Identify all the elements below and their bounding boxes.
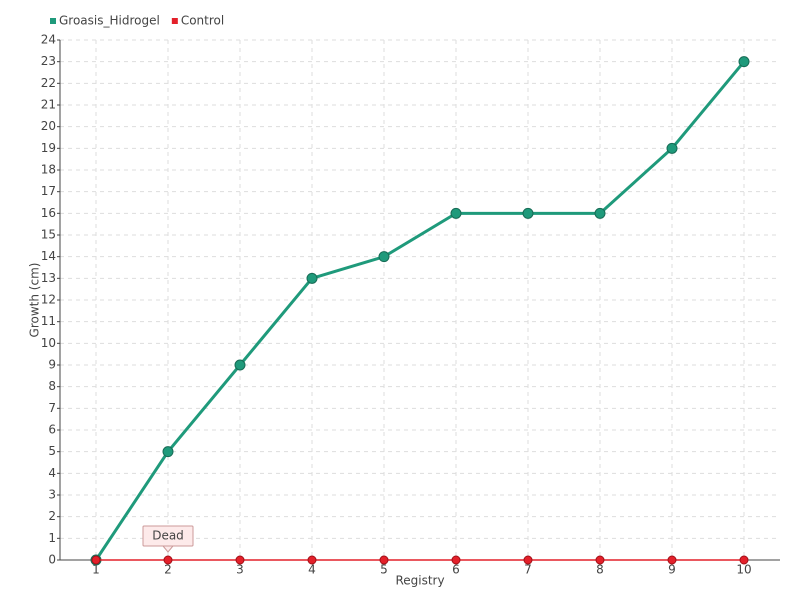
y-tick-label: 16 [41, 206, 56, 220]
data-point [594, 207, 606, 219]
annotation-pointer [161, 545, 175, 553]
data-point [667, 555, 677, 565]
x-tick-label: 6 [452, 563, 460, 577]
y-tick-label: 0 [48, 553, 56, 567]
data-point [666, 142, 678, 154]
y-tick-label: 18 [41, 163, 56, 177]
data-point [379, 555, 389, 565]
data-point [378, 251, 390, 263]
y-tick-label: 3 [48, 488, 56, 502]
y-tick-label: 19 [41, 141, 56, 155]
y-tick-label: 24 [41, 33, 56, 47]
data-point [307, 555, 317, 565]
x-tick-label: 9 [668, 563, 676, 577]
legend-label: Control [181, 14, 224, 28]
x-tick-label: 1 [92, 563, 100, 577]
y-tick-label: 17 [41, 184, 56, 198]
y-tick-label: 23 [41, 54, 56, 68]
y-tick-label: 14 [41, 249, 56, 263]
x-tick-label: 2 [164, 563, 172, 577]
series-line [94, 60, 746, 561]
x-tick-label: 5 [380, 563, 388, 577]
y-tick-label: 11 [41, 314, 56, 328]
y-tick-label: 1 [48, 531, 56, 545]
y-tick-label: 8 [48, 379, 56, 393]
x-tick-label: 10 [736, 563, 751, 577]
data-point [522, 207, 534, 219]
data-point [235, 555, 245, 565]
y-tick-label: 21 [41, 98, 56, 112]
annotation: Dead [152, 529, 184, 543]
y-tick-label: 2 [48, 509, 56, 523]
data-point [234, 359, 246, 371]
data-point [595, 555, 605, 565]
y-tick-label: 12 [41, 293, 56, 307]
legend-label: Groasis_Hidrogel [59, 14, 160, 28]
y-tick-label: 13 [41, 271, 56, 285]
x-tick-label: 4 [308, 563, 316, 577]
y-tick-label: 6 [48, 423, 56, 437]
legend-swatch [50, 18, 56, 24]
y-tick-label: 4 [48, 466, 56, 480]
data-point [163, 555, 173, 565]
x-tick-label: 8 [596, 563, 604, 577]
y-tick-label: 10 [41, 336, 56, 350]
y-tick-label: 15 [41, 228, 56, 242]
data-point [306, 272, 318, 284]
x-tick-label: 3 [236, 563, 244, 577]
y-tick-label: 5 [48, 444, 56, 458]
legend-swatch [171, 18, 178, 24]
data-point [523, 555, 533, 565]
data-point [91, 555, 101, 565]
x-axis-label: Registry [395, 574, 444, 588]
data-point [738, 56, 750, 68]
y-tick-label: 22 [41, 76, 56, 90]
y-axis-label: Growth (cm) [28, 263, 42, 338]
data-point [451, 555, 461, 565]
y-tick-label: 20 [41, 119, 56, 133]
x-tick-label: 7 [524, 563, 532, 577]
data-point [739, 555, 749, 565]
data-point [162, 446, 174, 458]
y-tick-label: 9 [48, 358, 56, 372]
data-point [450, 207, 462, 219]
y-tick-label: 7 [48, 401, 56, 415]
